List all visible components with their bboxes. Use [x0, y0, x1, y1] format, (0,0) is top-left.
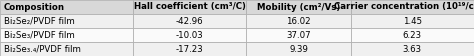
Bar [351, 0, 474, 14]
Bar [351, 14, 474, 28]
Bar [133, 28, 246, 42]
Text: 16.02: 16.02 [286, 17, 311, 25]
Bar [246, 42, 351, 56]
Text: Carrier concentration (10¹⁹/cm³): Carrier concentration (10¹⁹/cm³) [334, 3, 474, 11]
Text: 37.07: 37.07 [286, 31, 311, 39]
Text: -17.23: -17.23 [176, 45, 203, 53]
Text: 6.23: 6.23 [403, 31, 422, 39]
Bar [133, 14, 246, 28]
Text: -10.03: -10.03 [176, 31, 203, 39]
Bar [246, 28, 351, 42]
Text: Hall coefficient (cm³/C): Hall coefficient (cm³/C) [134, 3, 246, 11]
Bar [0, 0, 133, 14]
Bar [351, 42, 474, 56]
Text: Bi₂Se₃.₄/PVDF film: Bi₂Se₃.₄/PVDF film [4, 45, 81, 53]
Bar [351, 28, 474, 42]
Bar [0, 14, 133, 28]
Text: Bi₂Se₂/PVDF film: Bi₂Se₂/PVDF film [4, 17, 74, 25]
Bar [133, 0, 246, 14]
Bar [0, 28, 133, 42]
Bar [246, 0, 351, 14]
Bar [0, 42, 133, 56]
Bar [246, 14, 351, 28]
Text: 1.45: 1.45 [403, 17, 422, 25]
Text: Bi₂Se₃/PVDF film: Bi₂Se₃/PVDF film [4, 31, 74, 39]
Text: Mobility (cm²/Vs): Mobility (cm²/Vs) [257, 3, 340, 11]
Text: -42.96: -42.96 [176, 17, 203, 25]
Text: 9.39: 9.39 [289, 45, 308, 53]
Bar [133, 42, 246, 56]
Text: 3.63: 3.63 [403, 45, 422, 53]
Text: Composition: Composition [4, 3, 65, 11]
